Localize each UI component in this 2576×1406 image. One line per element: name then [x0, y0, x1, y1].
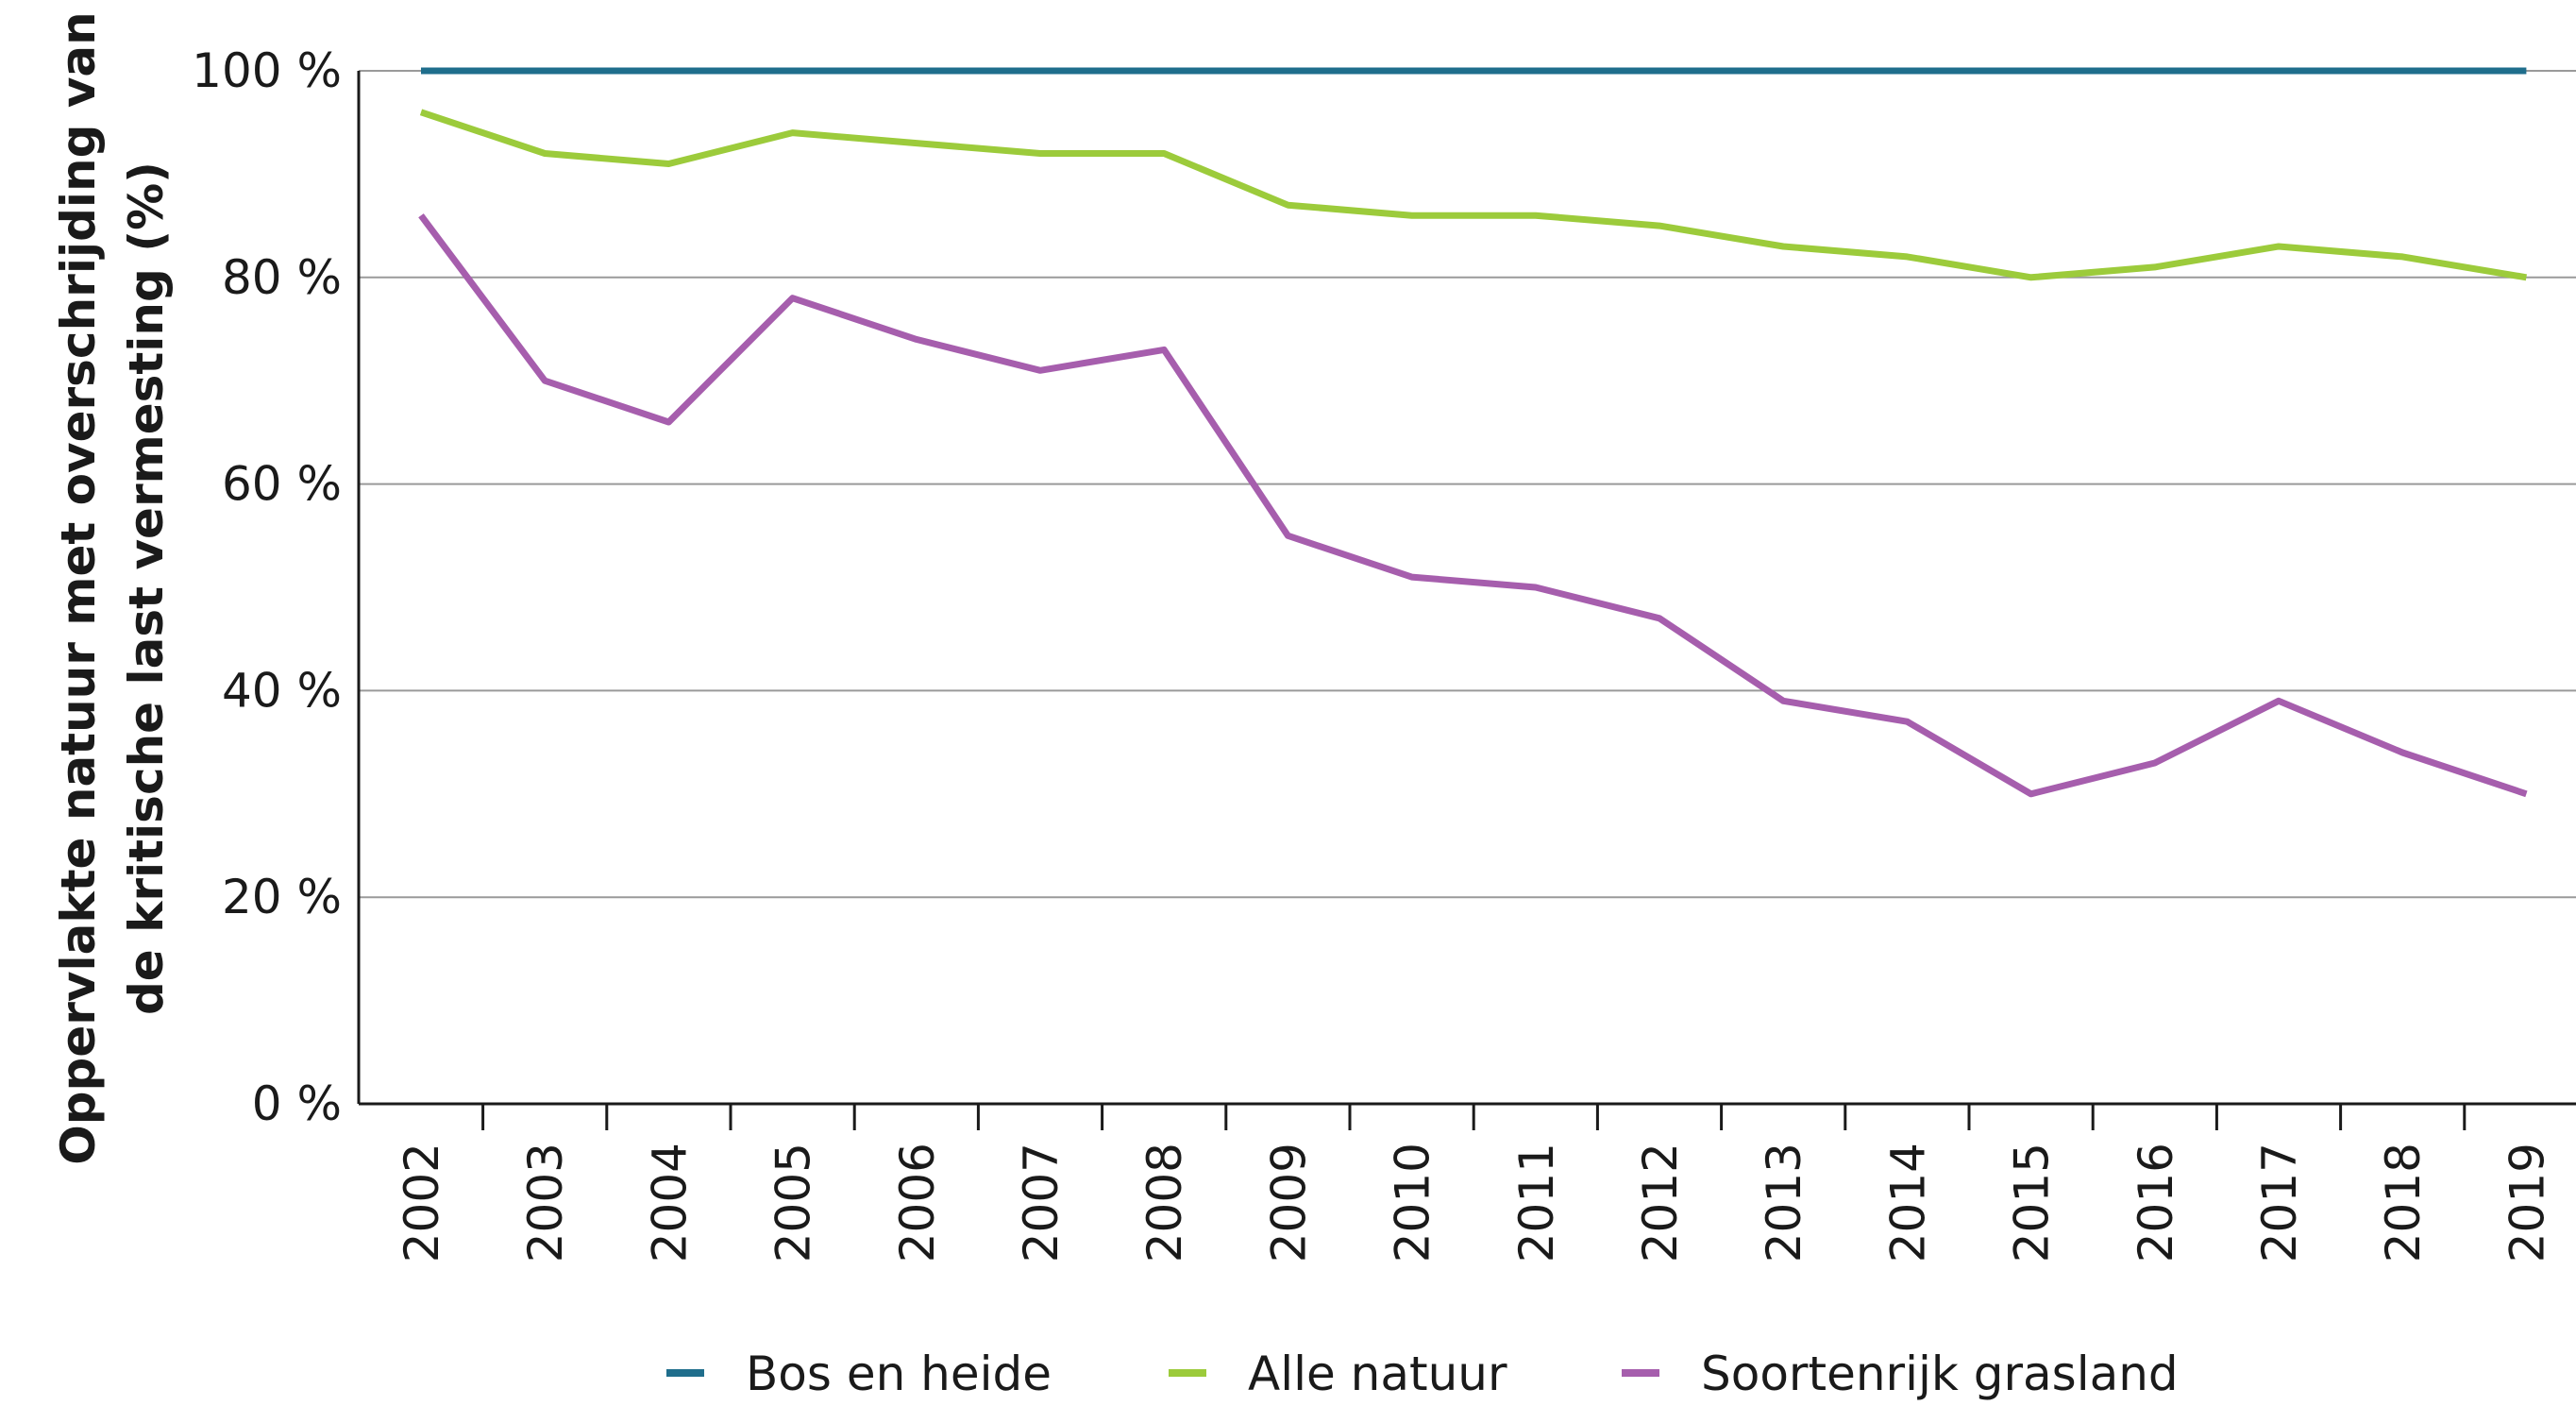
x-tick-label: 2014 [1880, 1143, 1935, 1262]
x-tick-label: 2008 [1137, 1143, 1192, 1262]
y-axis-label: Oppervlakte natuur met overschrijding va… [51, 11, 174, 1165]
x-tick-label: 2013 [1757, 1143, 1811, 1262]
legend-label: Bos en heide [746, 1347, 1052, 1401]
legend-label: Alle natuur [1248, 1347, 1507, 1401]
series-line-soortenrijk-grasland [418, 213, 2528, 798]
y-axis-label-line-1: Oppervlakte natuur met overschrijding va… [51, 11, 106, 1165]
x-tick-label: 2009 [1261, 1143, 1316, 1262]
x-tick-label: 2002 [395, 1143, 449, 1262]
x-tick-label: 2016 [2129, 1143, 2183, 1262]
y-tick-label: 20 % [222, 870, 342, 924]
gridlines [359, 70, 2576, 899]
x-tick-label: 2018 [2376, 1143, 2431, 1262]
x-tick-label: 2003 [518, 1143, 573, 1262]
y-tick-label: 80 % [222, 250, 342, 305]
y-tick-label: 40 % [222, 663, 342, 718]
x-tick-label: 2006 [890, 1143, 945, 1262]
x-tick-label: 2007 [1014, 1143, 1069, 1262]
y-tick-label: 0 % [252, 1076, 342, 1131]
x-tick-label: 2017 [2252, 1143, 2307, 1262]
x-tick-label: 2015 [2005, 1143, 2060, 1262]
x-tick-label: 2011 [1509, 1143, 1564, 1262]
x-tick-label: 2019 [2500, 1143, 2554, 1262]
x-axis: 2002 2003 2004 2005 2006 2007 2008 2009 2010 2011… [357, 71, 2576, 1262]
x-tick-label: 2012 [1633, 1143, 1688, 1262]
x-tick-label: 2010 [1386, 1143, 1440, 1262]
y-axis-ticks: 0 % 20 % 40 % 60 % 80 % 100 % [192, 43, 342, 1131]
y-tick-label: 100 % [192, 43, 342, 98]
y-axis-label-line-2: de kritische last vermesting (%) [119, 161, 174, 1015]
series-lines [418, 67, 2528, 798]
y-tick-label: 60 % [222, 457, 342, 512]
x-tick-label: 2004 [642, 1143, 697, 1262]
legend-label: Soortenrijk grasland [1701, 1347, 2179, 1401]
series-line-alle-natuur [419, 109, 2527, 281]
legend: Bos en heide Alle natuur Soortenrijk grasl… [666, 1347, 2179, 1401]
x-tick-label: 2005 [766, 1143, 821, 1262]
